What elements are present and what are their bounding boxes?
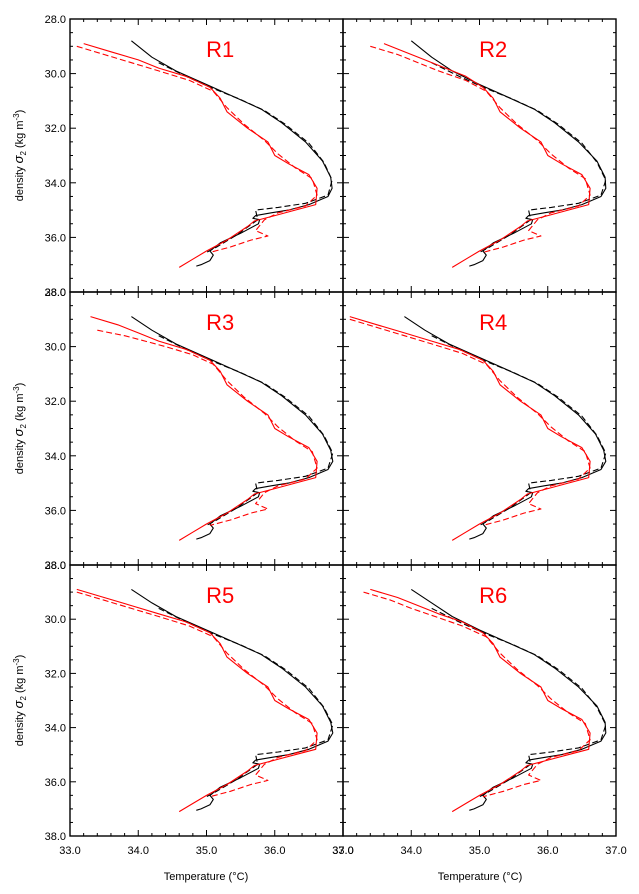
- series-line-red-solid: [370, 588, 591, 813]
- series-line-black-solid: [131, 588, 334, 811]
- series-line-red-dashed: [370, 45, 591, 253]
- series-line-black-dashed: [158, 62, 333, 253]
- y-tick-label: 34.0: [45, 723, 66, 735]
- y-tick-label: 30.0: [45, 342, 66, 354]
- series-group: [349, 316, 607, 541]
- series-line-black-dashed: [431, 607, 607, 798]
- y-tick-label: 28.0: [45, 560, 66, 572]
- panel-r4: R4: [342, 291, 617, 566]
- x-tick-label: 33.0: [332, 845, 353, 857]
- y-axis-label: density σ2 (kg m-3): [11, 110, 28, 202]
- panel-r5: 28.0 30.0 32.0 34.0 36.0 38.0 33.0 34.0 35.0 36.0…: [45, 560, 354, 857]
- panel-r2: R2: [342, 18, 617, 293]
- x-tick-label: 34.0: [128, 845, 149, 857]
- y-axis-labels: density σ2 (kg m-3) density σ2 (kg m-3) de…: [11, 110, 28, 747]
- x-tick-label: 37.0: [605, 845, 626, 857]
- panel-r6: 33.0 34.0 35.0 36.0 37.0 R6: [332, 564, 627, 857]
- y-tick-label: 36.0: [45, 232, 66, 244]
- y-tick-label: 34.0: [45, 451, 66, 463]
- series-line-black-dashed: [158, 335, 334, 526]
- x-axis-label-right: Temperature (°C): [438, 871, 522, 883]
- series-group: [370, 40, 607, 268]
- panel-label: R1: [206, 37, 234, 62]
- series-group: [76, 588, 334, 813]
- series-line-black-solid: [404, 316, 607, 540]
- series-line-red-solid: [90, 316, 318, 541]
- y-tick-label: 38.0: [45, 287, 66, 299]
- series-line-red-dashed: [97, 329, 318, 526]
- y-tick-label: 32.0: [45, 668, 66, 680]
- series-line-red-solid: [83, 43, 318, 268]
- panel-label: R4: [479, 310, 507, 335]
- panel-r1: 28.0 30.0 32.0 34.0 36.0 38.0 R1: [45, 14, 344, 299]
- y-tick-label: 36.0: [45, 505, 66, 517]
- y-tick-label: 30.0: [45, 69, 66, 81]
- y-tick-label: 34.0: [45, 178, 66, 190]
- y-tick-label: 38.0: [45, 831, 66, 843]
- panel-label: R5: [206, 583, 234, 608]
- y-tick-label: 36.0: [45, 777, 66, 789]
- y-axis-label: density σ2 (kg m-3): [11, 383, 28, 475]
- y-tick-label: 32.0: [45, 123, 66, 135]
- series-line-red-dashed: [76, 45, 318, 253]
- x-tick-label: 37.0: [332, 845, 353, 857]
- series-line-red-dashed: [363, 591, 591, 798]
- x-tick-label: 33.0: [59, 845, 80, 857]
- y-tick-label: 30.0: [45, 614, 66, 626]
- series-line-black-dashed: [431, 62, 607, 253]
- y-tick-label: 28.0: [45, 14, 66, 26]
- x-tick-label: 36.0: [264, 845, 285, 857]
- x-tick-label: 35.0: [196, 845, 217, 857]
- series-line-red-solid: [349, 316, 591, 541]
- panels: 28.0 30.0 32.0 34.0 36.0 38.0 R1 R2 28.0 30.0 32.0…: [45, 14, 627, 857]
- series-group: [90, 316, 334, 541]
- panel-label: R3: [206, 310, 234, 335]
- y-axis-label: density σ2 (kg m-3): [11, 655, 28, 747]
- series-line-red-dashed: [76, 591, 318, 798]
- x-tick-label: 34.0: [401, 845, 422, 857]
- x-tick-label: 36.0: [537, 845, 558, 857]
- series-line-red-dashed: [349, 318, 591, 526]
- series-line-red-solid: [76, 588, 318, 813]
- y-tick-label: 38.0: [45, 560, 66, 572]
- series-line-black-solid: [131, 316, 334, 540]
- panel-label: R2: [479, 37, 507, 62]
- series-line-red-solid: [383, 43, 591, 268]
- series-group: [76, 40, 333, 268]
- series-line-black-solid: [410, 40, 607, 267]
- series-line-black-solid: [131, 40, 333, 267]
- y-tick-label: 28.0: [45, 287, 66, 299]
- y-tick-label: 32.0: [45, 396, 66, 408]
- panel-label: R6: [479, 583, 507, 608]
- series-group: [363, 588, 607, 813]
- series-line-black-dashed: [158, 607, 334, 798]
- x-axis-label-left: Temperature (°C): [164, 871, 248, 883]
- series-line-black-solid: [410, 588, 607, 811]
- x-tick-label: 35.0: [469, 845, 490, 857]
- series-line-black-dashed: [431, 335, 607, 526]
- panel-r3: 28.0 30.0 32.0 34.0 36.0 38.0 R3: [45, 287, 344, 572]
